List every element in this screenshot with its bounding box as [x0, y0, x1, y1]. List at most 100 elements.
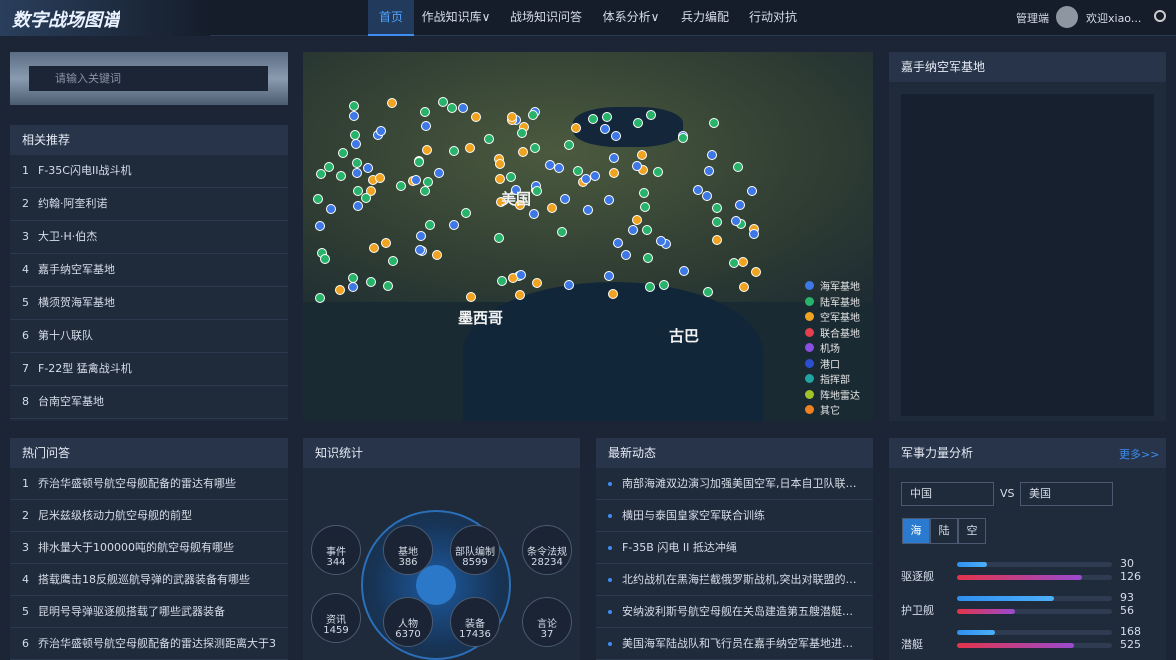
map-marker[interactable] — [515, 270, 526, 281]
map-marker[interactable] — [559, 194, 570, 205]
list-item[interactable]: 6 乔治华盛顿号航空母舰配备的雷达探测距离大于30... — [10, 628, 288, 660]
nav-item[interactable]: 行动对抗 — [748, 10, 797, 24]
map-marker[interactable] — [610, 130, 621, 141]
map-marker[interactable] — [323, 161, 334, 172]
map-marker[interactable] — [383, 281, 394, 292]
map-marker[interactable] — [644, 281, 655, 292]
map-marker[interactable] — [514, 290, 525, 301]
map-marker[interactable] — [423, 177, 434, 188]
map-marker[interactable] — [375, 172, 386, 183]
admin-link[interactable]: 管理端 — [1016, 12, 1049, 25]
stat-node[interactable]: 基地 386 — [383, 525, 433, 575]
map-marker[interactable] — [733, 161, 744, 172]
list-item[interactable]: 6 第十八联队 — [10, 320, 288, 353]
list-item[interactable]: 北约战机在黑海拦截俄罗斯战机,突出对联盟的威胁 — [596, 564, 873, 596]
map-marker[interactable] — [506, 112, 517, 123]
map-marker[interactable] — [653, 167, 664, 178]
map-marker[interactable] — [449, 220, 460, 231]
map-marker[interactable] — [703, 286, 714, 297]
select-left[interactable]: 中国 — [901, 482, 994, 506]
map-marker[interactable] — [422, 145, 433, 156]
map-marker[interactable] — [570, 123, 581, 134]
stat-node[interactable]: 资讯 1459 — [311, 593, 361, 643]
map-marker[interactable] — [351, 158, 362, 169]
map-marker[interactable] — [532, 278, 543, 289]
map-marker[interactable] — [631, 214, 642, 225]
list-item[interactable]: 美国海军陆战队和飞行员在嘉手纳空军基地进行热... — [596, 628, 873, 660]
stat-node[interactable]: 部队编制 8599 — [450, 525, 500, 575]
tab[interactable]: 海 — [902, 518, 930, 544]
map-marker[interactable] — [608, 168, 619, 179]
map-marker[interactable] — [337, 148, 348, 159]
map-marker[interactable] — [460, 208, 471, 219]
more-link[interactable]: 更多>> — [1119, 448, 1160, 461]
map-marker[interactable] — [678, 132, 689, 143]
search-input[interactable]: 请输入关键词 — [29, 66, 268, 91]
map-marker[interactable] — [464, 143, 475, 154]
map-marker[interactable] — [608, 153, 619, 164]
map-marker[interactable] — [437, 97, 448, 107]
nav-item[interactable]: 战场知识问答 — [509, 10, 582, 24]
list-item[interactable]: 5 昆明号导弹驱逐舰搭载了哪些武器装备 — [10, 596, 288, 628]
map-marker[interactable] — [458, 102, 469, 113]
map-marker[interactable] — [631, 160, 642, 171]
map-marker[interactable] — [583, 205, 594, 216]
map-marker[interactable] — [413, 157, 424, 168]
map-marker[interactable] — [641, 225, 652, 236]
list-item[interactable]: 1 乔治华盛顿号航空母舰配备的雷达有哪些 — [10, 468, 288, 500]
map-marker[interactable] — [712, 216, 723, 227]
map-marker[interactable] — [494, 233, 505, 244]
map-marker[interactable] — [639, 202, 650, 213]
user-name[interactable]: 欢迎xiao... — [1086, 12, 1142, 25]
map-marker[interactable] — [348, 282, 359, 293]
map-marker[interactable] — [600, 124, 611, 135]
map-marker[interactable] — [602, 112, 613, 123]
map-marker[interactable] — [496, 275, 507, 286]
map-marker[interactable] — [471, 112, 482, 123]
map-marker[interactable] — [376, 126, 387, 137]
list-item[interactable]: 5 横须贺海军基地 — [10, 287, 288, 320]
stat-node[interactable]: 事件 344 — [311, 525, 361, 575]
map[interactable]: 美国 墨西哥 古巴 海军基地 陆军基地 空军基地 联合基地 机场 港口 指挥部 阵地雷达 其它 — [303, 52, 873, 421]
map-marker[interactable] — [643, 253, 654, 264]
map-marker[interactable] — [517, 147, 528, 158]
list-item[interactable]: 南部海滩双边演习加强美国空军,日本自卫队联盟在... — [596, 468, 873, 500]
map-marker[interactable] — [352, 200, 363, 211]
map-marker[interactable] — [494, 159, 505, 170]
map-marker[interactable] — [366, 185, 377, 196]
map-marker[interactable] — [420, 185, 431, 196]
map-marker[interactable] — [415, 244, 426, 255]
list-item[interactable]: 安纳波利斯号航空母舰在关岛建造第五艘潜艇母港 — [596, 596, 873, 628]
map-marker[interactable] — [628, 224, 639, 235]
map-marker[interactable] — [529, 142, 540, 153]
map-marker[interactable] — [465, 292, 476, 303]
map-marker[interactable] — [316, 168, 327, 179]
map-marker[interactable] — [633, 117, 644, 128]
list-item[interactable]: 8 台南空军基地 — [10, 386, 288, 419]
map-marker[interactable] — [748, 228, 759, 239]
nav-item[interactable]: 首页 — [368, 0, 414, 36]
avatar[interactable] — [1056, 6, 1078, 28]
map-marker[interactable] — [396, 180, 407, 191]
list-item[interactable]: 2 尼米兹级核动力航空母舰的前型 — [10, 500, 288, 532]
map-marker[interactable] — [659, 279, 670, 290]
stat-node[interactable]: 条令法规 28234 — [522, 525, 572, 575]
nav-item[interactable]: 作战知识库∨ — [421, 10, 491, 24]
map-marker[interactable] — [431, 250, 442, 261]
list-item[interactable]: 2 约翰·阿奎利诺 — [10, 188, 288, 221]
map-marker[interactable] — [353, 186, 364, 197]
map-marker[interactable] — [516, 128, 527, 139]
map-marker[interactable] — [511, 184, 522, 195]
map-marker[interactable] — [386, 97, 397, 108]
map-marker[interactable] — [411, 175, 422, 185]
map-marker[interactable] — [557, 227, 568, 238]
nav-item[interactable]: 兵力编配 — [680, 10, 729, 24]
stat-node[interactable]: 人物 6370 — [383, 597, 433, 647]
map-marker[interactable] — [639, 188, 650, 199]
map-marker[interactable] — [420, 121, 431, 132]
map-marker[interactable] — [387, 256, 398, 267]
map-marker[interactable] — [314, 292, 325, 303]
map-marker[interactable] — [709, 117, 720, 128]
map-marker[interactable] — [711, 202, 722, 213]
tab[interactable]: 空 — [958, 518, 986, 544]
